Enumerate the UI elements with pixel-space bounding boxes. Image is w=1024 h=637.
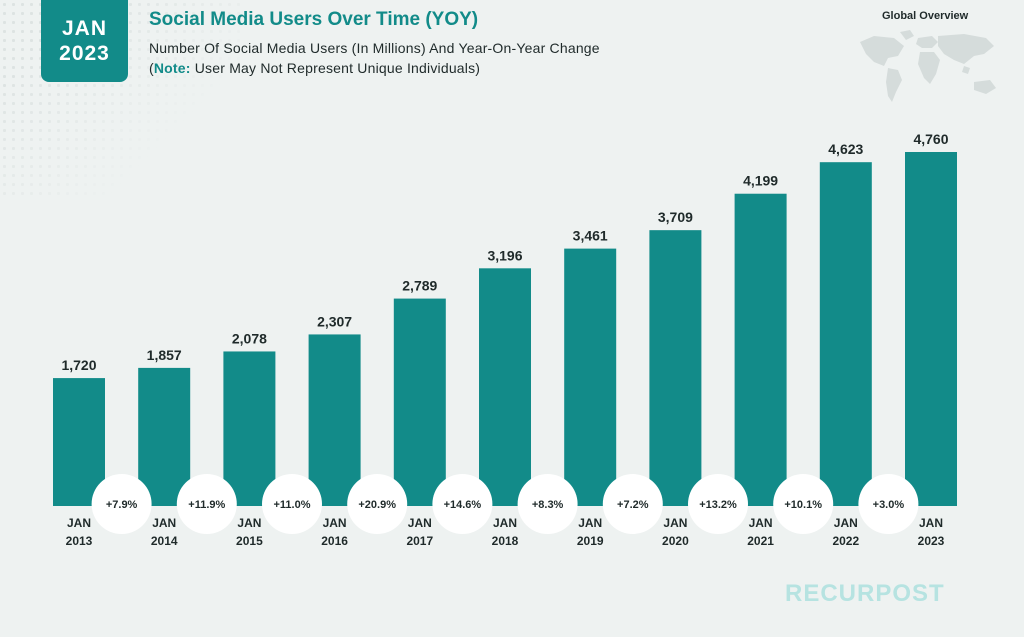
bar [734, 193, 787, 506]
bar [393, 298, 446, 506]
x-axis-labels-layer: JAN 2013 JAN 2014 JAN 2015 JAN 2016 JAN 2017 JAN 20… [66, 516, 945, 548]
yoy-bubbles-layer: +7.9% +11.9% +11.0% +20.9% +14.6% +8.3% +7.2% +… [91, 474, 919, 534]
yoy-bubble [262, 474, 322, 534]
bar [479, 268, 531, 506]
x-tick-label-month: JAN [67, 516, 91, 530]
bar [53, 378, 105, 506]
yoy-change-label: +14.6% [444, 499, 482, 511]
yoy-bubble [858, 474, 919, 534]
yoy-change-label: +7.9% [106, 499, 138, 511]
x-tick-label-month: JAN [749, 516, 773, 530]
yoy-change-label: +13.2% [699, 499, 737, 511]
yoy-bubble [176, 474, 237, 534]
x-tick-label-month: JAN [493, 516, 517, 530]
bar-value-label: 1,857 [147, 347, 182, 363]
x-tick-label-year: 2015 [236, 534, 263, 548]
yoy-bubble [688, 474, 748, 534]
x-tick-label-month: JAN [237, 516, 261, 530]
bar [308, 334, 361, 506]
subtitle-line: Number Of Social Media Users (In Million… [149, 40, 600, 56]
bar-value-label: 1,720 [61, 357, 96, 373]
bar-value-label: 2,789 [402, 278, 437, 294]
x-tick-label-year: 2021 [747, 534, 774, 548]
yoy-change-label: +11.9% [188, 499, 225, 511]
bar [905, 152, 957, 506]
subtitle-note: (Note: User May Not Represent Unique Ind… [149, 58, 600, 78]
x-tick-label-year: 2018 [492, 534, 519, 548]
yoy-bubble [432, 474, 493, 534]
x-tick-label-year: 2014 [151, 534, 178, 548]
yoy-bubble [773, 474, 834, 534]
x-tick-label-month: JAN [152, 516, 176, 530]
x-tick-label-month: JAN [834, 516, 858, 530]
yoy-change-label: +11.0% [273, 499, 310, 511]
bar [138, 367, 191, 506]
x-tick-label-year: 2023 [918, 534, 945, 548]
bar-value-label: 3,461 [573, 228, 608, 244]
x-tick-label-month: JAN [408, 516, 432, 530]
x-tick-label-month: JAN [663, 516, 687, 530]
yoy-change-label: +3.0% [873, 499, 905, 511]
chart-subtitle: Number Of Social Media Users (In Million… [149, 38, 600, 78]
value-labels-layer: 1,720 1,857 2,078 2,307 2,789 3,196 3,461 3,709… [61, 131, 948, 373]
bar-value-label: 2,307 [317, 313, 352, 329]
bars-layer [53, 152, 957, 506]
region-label: Global Overview [882, 10, 969, 22]
x-tick-label-month: JAN [578, 516, 602, 530]
bar-value-label: 4,199 [743, 173, 778, 189]
x-tick-label-year: 2019 [577, 534, 604, 548]
badge-month: JAN [61, 17, 107, 40]
x-tick-label-year: 2022 [832, 534, 859, 548]
x-tick-label-year: 2016 [321, 534, 348, 548]
yoy-change-label: +8.3% [532, 499, 564, 511]
bar [649, 230, 702, 506]
bar-value-label: 4,760 [913, 131, 948, 147]
bar-value-label: 4,623 [828, 141, 863, 157]
yoy-change-label: +7.2% [617, 499, 649, 511]
note-text: User May Not Represent Unique Individual… [190, 60, 481, 76]
yoy-change-label: +10.1% [784, 499, 822, 511]
bar-value-label: 3,196 [487, 247, 522, 263]
date-badge: JAN 2023 [41, 0, 128, 82]
world-map-icon [860, 30, 996, 102]
badge-year: 2023 [59, 42, 110, 65]
yoy-bubble [517, 474, 578, 534]
yoy-bubble [347, 474, 408, 534]
bar-value-label: 3,709 [658, 209, 693, 225]
yoy-change-label: +20.9% [358, 499, 396, 511]
brand-logo: RECURPOST [785, 580, 945, 607]
yoy-bubble [91, 474, 152, 534]
bar [564, 248, 617, 506]
x-tick-label-year: 2013 [66, 534, 93, 548]
note-label: Note: [153, 60, 191, 76]
x-tick-label-month: JAN [323, 516, 347, 530]
chart-title: Social Media Users Over Time (YOY) [149, 9, 479, 30]
x-tick-label-year: 2017 [406, 534, 433, 548]
bar [819, 162, 872, 506]
x-tick-label-year: 2020 [662, 534, 689, 548]
yoy-bubble [602, 474, 663, 534]
note-open-paren: ( [149, 60, 154, 76]
x-tick-label-month: JAN [919, 516, 943, 530]
bar-value-label: 2,078 [232, 330, 267, 346]
bar [223, 351, 276, 506]
